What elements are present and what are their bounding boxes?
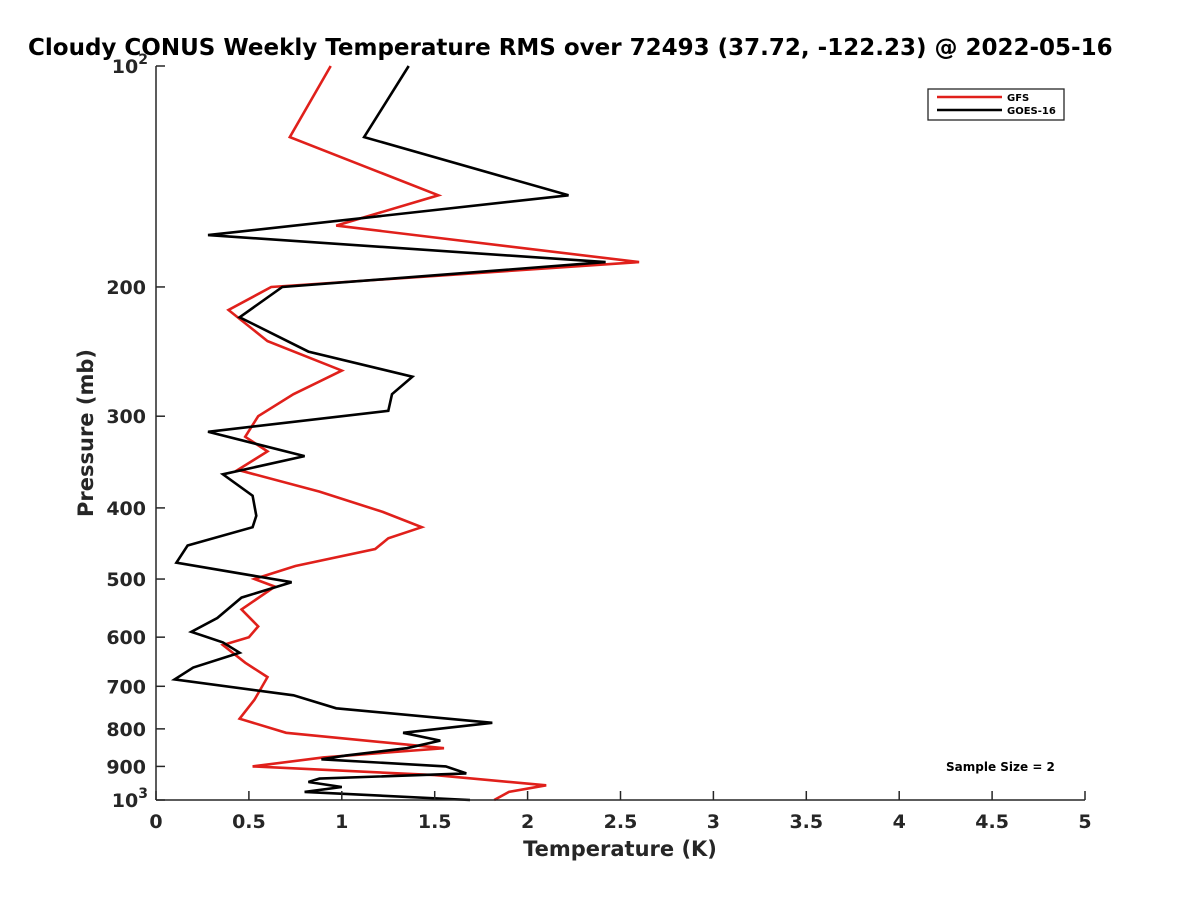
legend: GFS GOES-16 [927, 88, 1065, 121]
axes-layer [155, 66, 1085, 801]
y-tick-label: 300 [106, 406, 146, 428]
x-tick-label: 1 [335, 811, 348, 833]
y-tick-label: 500 [106, 569, 146, 591]
y-tick-label: 600 [106, 627, 146, 649]
legend-label-gfs: GFS [1007, 93, 1029, 104]
chart-title: Cloudy CONUS Weekly Temperature RMS over… [28, 35, 1113, 61]
x-tick-label: 0.5 [232, 811, 266, 833]
legend-box [927, 88, 1065, 121]
x-tick-label: 5 [1078, 811, 1091, 833]
series-line-gfs [220, 65, 640, 802]
y-tick-label: 200 [106, 277, 146, 299]
series-layer [170, 65, 640, 802]
x-axis-label: Temperature (K) [523, 837, 717, 861]
series-line-goes16 [170, 65, 606, 802]
y-tick-label: 900 [106, 756, 146, 778]
y-tick-label: 102 [112, 52, 148, 78]
x-tick-label: 0 [149, 811, 162, 833]
x-tick-label: 2 [521, 811, 534, 833]
legend-label-goes16: GOES-16 [1007, 106, 1056, 117]
y-tick-label: 103 [112, 786, 148, 812]
sample-size-annotation: Sample Size = 2 [946, 760, 1055, 774]
x-tick-label: 3 [707, 811, 720, 833]
x-tick-label: 2.5 [604, 811, 638, 833]
x-tick-label: 3.5 [789, 811, 823, 833]
y-tick-label: 400 [106, 498, 146, 520]
y-tick-label: 700 [106, 676, 146, 698]
y-tick-label: 800 [106, 719, 146, 741]
ticks-layer: 0 0.5 1 1.5 2 2.5 3 3.5 4 4.5 5 102 200 300 400 500 600 7… [106, 52, 1091, 833]
x-tick-label: 1.5 [418, 811, 452, 833]
x-tick-label: 4 [893, 811, 906, 833]
y-axis-label: Pressure (mb) [74, 349, 98, 517]
x-tick-label: 4.5 [975, 811, 1009, 833]
